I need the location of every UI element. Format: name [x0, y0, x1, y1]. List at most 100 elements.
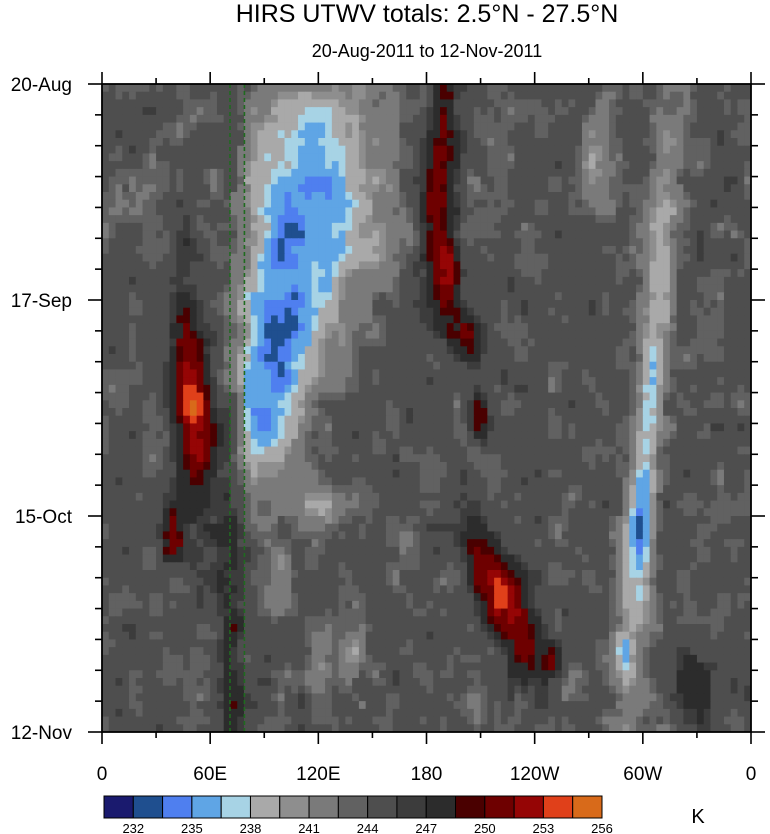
heatmap-cell	[162, 300, 171, 309]
heatmap-cell	[230, 438, 238, 448]
heatmap-cell	[500, 284, 509, 293]
heatmap-cell	[284, 122, 292, 131]
heatmap-cell	[500, 168, 509, 178]
heatmap-cell	[541, 207, 549, 216]
heatmap-cell	[271, 138, 279, 147]
heatmap-cell	[399, 207, 407, 216]
heatmap-cell	[257, 346, 265, 355]
heatmap-cell	[514, 184, 522, 193]
heatmap-cell	[426, 415, 434, 425]
heatmap-cell	[183, 292, 191, 301]
heatmap-cell	[676, 107, 684, 116]
heatmap-cell	[365, 192, 374, 201]
heatmap-cell	[331, 184, 340, 193]
heatmap-cell	[298, 330, 306, 340]
heatmap-cell	[264, 300, 272, 309]
heatmap-cell	[609, 400, 617, 409]
heatmap-cell	[453, 114, 461, 124]
heatmap-cell	[284, 423, 292, 432]
heatmap-cell	[352, 354, 360, 363]
heatmap-cell	[115, 184, 123, 193]
heatmap-cell	[331, 377, 340, 386]
heatmap-cell	[656, 161, 664, 170]
heatmap-cell	[521, 199, 529, 209]
heatmap-cell	[440, 91, 448, 101]
heatmap-cell	[433, 222, 441, 232]
heatmap-cell	[460, 323, 468, 332]
heatmap-cell	[189, 346, 198, 355]
heatmap-cell	[196, 253, 205, 263]
heatmap-cell	[554, 361, 563, 371]
heatmap-cell	[210, 215, 218, 224]
heatmap-cell	[250, 168, 259, 178]
heatmap-cell	[122, 107, 130, 116]
heatmap-cell	[663, 238, 671, 247]
heatmap-cell	[554, 400, 563, 409]
heatmap-cell	[304, 199, 313, 209]
heatmap-cell	[264, 315, 272, 324]
heatmap-cell	[243, 300, 252, 309]
heatmap-cell	[284, 361, 292, 371]
heatmap-cell	[142, 361, 150, 371]
heatmap-cell	[142, 469, 150, 479]
heatmap-cell	[690, 153, 698, 162]
heatmap-cell	[115, 91, 123, 101]
heatmap-cell	[243, 423, 252, 432]
heatmap-cell	[588, 454, 597, 463]
heatmap-cell	[311, 462, 319, 471]
heatmap-cell	[345, 446, 353, 455]
heatmap-cell	[385, 122, 394, 131]
heatmap-cell	[737, 477, 745, 486]
heatmap-cell	[284, 292, 292, 301]
heatmap-cell	[595, 323, 603, 332]
heatmap-cell	[609, 138, 617, 147]
heatmap-cell	[615, 84, 624, 93]
heatmap-cell	[717, 253, 725, 263]
heatmap-cell	[392, 253, 401, 263]
heatmap-cell	[196, 423, 205, 432]
heatmap-cell	[379, 184, 387, 193]
heatmap-cell	[271, 99, 279, 108]
heatmap-cell	[291, 408, 299, 417]
heatmap-cell	[122, 91, 130, 101]
heatmap-cell	[669, 400, 678, 409]
heatmap-cell	[622, 377, 630, 386]
heatmap-cell	[494, 292, 502, 301]
heatmap-cell	[602, 84, 610, 93]
heatmap-cell	[412, 222, 421, 232]
heatmap-cell	[183, 238, 191, 247]
heatmap-cell	[487, 91, 495, 101]
heatmap-cell	[554, 261, 563, 270]
heatmap-cell	[142, 246, 150, 255]
heatmap-cell	[122, 215, 130, 224]
heatmap-cell	[108, 354, 117, 363]
heatmap-cell	[683, 307, 691, 317]
heatmap-cell	[514, 84, 522, 93]
heatmap-cell	[284, 215, 292, 224]
heatmap-cell	[440, 323, 448, 332]
heatmap-cell	[358, 415, 367, 425]
heatmap-cell	[622, 269, 630, 278]
heatmap-cell	[534, 122, 543, 131]
heatmap-cell	[196, 269, 205, 278]
heatmap-cell	[135, 330, 144, 340]
heatmap-cell	[473, 130, 482, 139]
heatmap-cell	[554, 384, 563, 394]
heatmap-cell	[365, 369, 374, 378]
heatmap-cell	[169, 315, 177, 324]
heatmap-cell	[412, 469, 421, 479]
heatmap-cell	[102, 199, 110, 209]
heatmap-cell	[656, 215, 664, 224]
heatmap-cell	[243, 338, 252, 347]
heatmap-cell	[237, 423, 245, 432]
heatmap-cell	[446, 184, 455, 193]
heatmap-cell	[696, 307, 705, 317]
heatmap-cell	[602, 199, 610, 209]
heatmap-cell	[642, 99, 651, 108]
heatmap-cell	[507, 161, 515, 170]
heatmap-cell	[615, 238, 624, 247]
heatmap-cell	[419, 415, 428, 425]
heatmap-cell	[473, 315, 482, 324]
heatmap-cell	[352, 222, 360, 232]
heatmap-cell	[196, 400, 205, 409]
